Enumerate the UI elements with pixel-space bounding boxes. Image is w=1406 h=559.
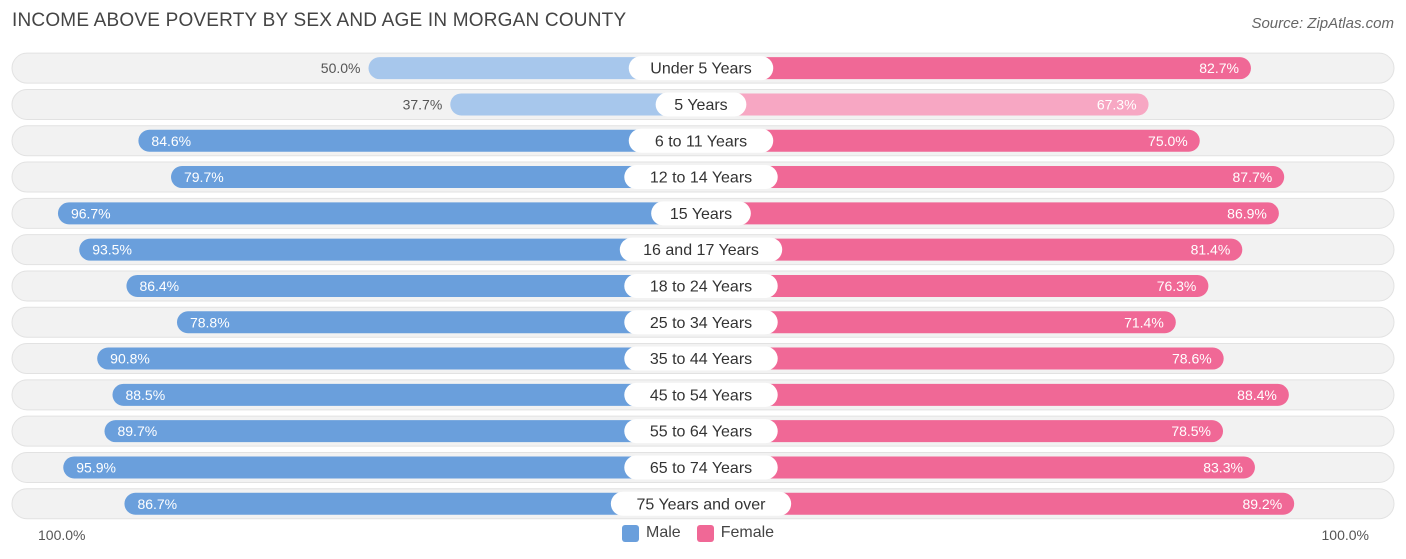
category-label: 65 to 74 Years <box>650 460 752 477</box>
value-label-female: 87.7% <box>1233 169 1273 185</box>
bar-female <box>701 383 1289 406</box>
bar-female <box>701 202 1279 225</box>
bar-male <box>63 456 701 479</box>
value-label-male: 78.8% <box>190 314 230 330</box>
bar-male <box>170 166 701 189</box>
bar-male <box>450 93 701 116</box>
value-label-male: 37.7% <box>403 96 443 112</box>
chart-title: INCOME ABOVE POVERTY BY SEX AND AGE IN M… <box>12 10 627 31</box>
bar-female <box>701 274 1209 297</box>
bar-female <box>701 166 1285 189</box>
value-label-male: 89.7% <box>117 423 157 439</box>
bar-female <box>701 311 1176 334</box>
category-pill <box>624 273 778 298</box>
value-label-male: 95.9% <box>76 459 116 475</box>
bar-male <box>79 238 702 261</box>
bar-male <box>104 420 702 443</box>
category-pill <box>624 382 778 407</box>
value-label-female: 78.6% <box>1172 351 1212 367</box>
value-label-female: 83.3% <box>1203 459 1243 475</box>
category-label: 15 Years <box>670 206 732 223</box>
value-label-female: 82.7% <box>1199 60 1239 76</box>
axis-right-label: 100.0% <box>1321 527 1369 543</box>
bar-male <box>176 311 702 334</box>
value-label-male: 86.7% <box>137 496 177 512</box>
bar-female <box>701 456 1255 479</box>
bar-male <box>138 129 701 152</box>
category-label: 18 to 24 Years <box>650 278 752 295</box>
value-label-female: 88.4% <box>1237 387 1277 403</box>
value-label-female: 71.4% <box>1124 314 1164 330</box>
bar-female <box>701 57 1251 80</box>
value-label-male: 84.6% <box>151 133 191 149</box>
value-label-female: 78.5% <box>1171 423 1211 439</box>
legend-label-male: Male <box>646 524 681 541</box>
value-label-male: 79.7% <box>184 169 224 185</box>
value-label-male: 86.4% <box>139 278 179 294</box>
value-label-female: 67.3% <box>1097 96 1137 112</box>
value-label-female: 81.4% <box>1191 242 1231 258</box>
category-pill <box>624 346 778 371</box>
value-label-male: 93.5% <box>92 242 132 258</box>
bar-male <box>126 274 701 297</box>
value-label-female: 75.0% <box>1148 133 1188 149</box>
legend-swatch-male <box>622 524 639 542</box>
value-label-male: 96.7% <box>71 205 111 221</box>
bar-female <box>701 238 1243 261</box>
legend-swatch-female <box>696 524 714 542</box>
category-pill <box>624 310 778 335</box>
value-label-female: 89.2% <box>1242 496 1282 512</box>
category-label: 75 Years and over <box>637 496 767 513</box>
category-pill <box>624 419 778 444</box>
bar-female <box>701 93 1149 116</box>
bar-male <box>368 57 701 80</box>
category-pill <box>628 128 774 153</box>
bar-male <box>124 492 701 515</box>
bar-female <box>701 420 1224 443</box>
legend: Male Female <box>622 524 790 542</box>
category-pill <box>624 165 778 190</box>
value-label-female: 76.3% <box>1157 278 1197 294</box>
legend-label-female: Female <box>720 524 775 541</box>
category-label: 12 to 14 Years <box>650 170 752 187</box>
source-label: Source: ZipAtlas.com <box>1251 15 1394 32</box>
category-label: 16 and 17 Years <box>643 242 759 259</box>
category-label: 45 to 54 Years <box>650 387 752 404</box>
value-label-male: 88.5% <box>125 387 165 403</box>
category-label: 35 to 44 Years <box>650 351 752 368</box>
legend-item-female: Female <box>696 524 775 542</box>
category-pill <box>619 237 783 262</box>
category-label: 55 to 64 Years <box>650 424 752 441</box>
category-label: Under 5 Years <box>650 61 751 78</box>
category-label: 25 to 34 Years <box>650 315 752 332</box>
legend-item-male: Male <box>622 524 681 542</box>
category-label: 6 to 11 Years <box>655 133 747 150</box>
category-pill <box>655 92 747 117</box>
axis-left-label: 100.0% <box>38 527 86 543</box>
value-label-male: 50.0% <box>321 60 361 76</box>
value-label-female: 86.9% <box>1227 205 1267 221</box>
bar-male <box>97 347 702 370</box>
category-pill <box>624 455 778 480</box>
value-label-male: 90.8% <box>110 351 150 367</box>
category-pill <box>651 201 751 226</box>
bar-male <box>112 383 702 406</box>
bar-female <box>701 347 1224 370</box>
category-pill <box>628 56 774 81</box>
category-pill <box>610 491 792 516</box>
bar-female <box>701 492 1295 515</box>
bar-female <box>701 129 1200 152</box>
category-label: 5 Years <box>674 97 727 114</box>
bar-male <box>57 202 701 225</box>
